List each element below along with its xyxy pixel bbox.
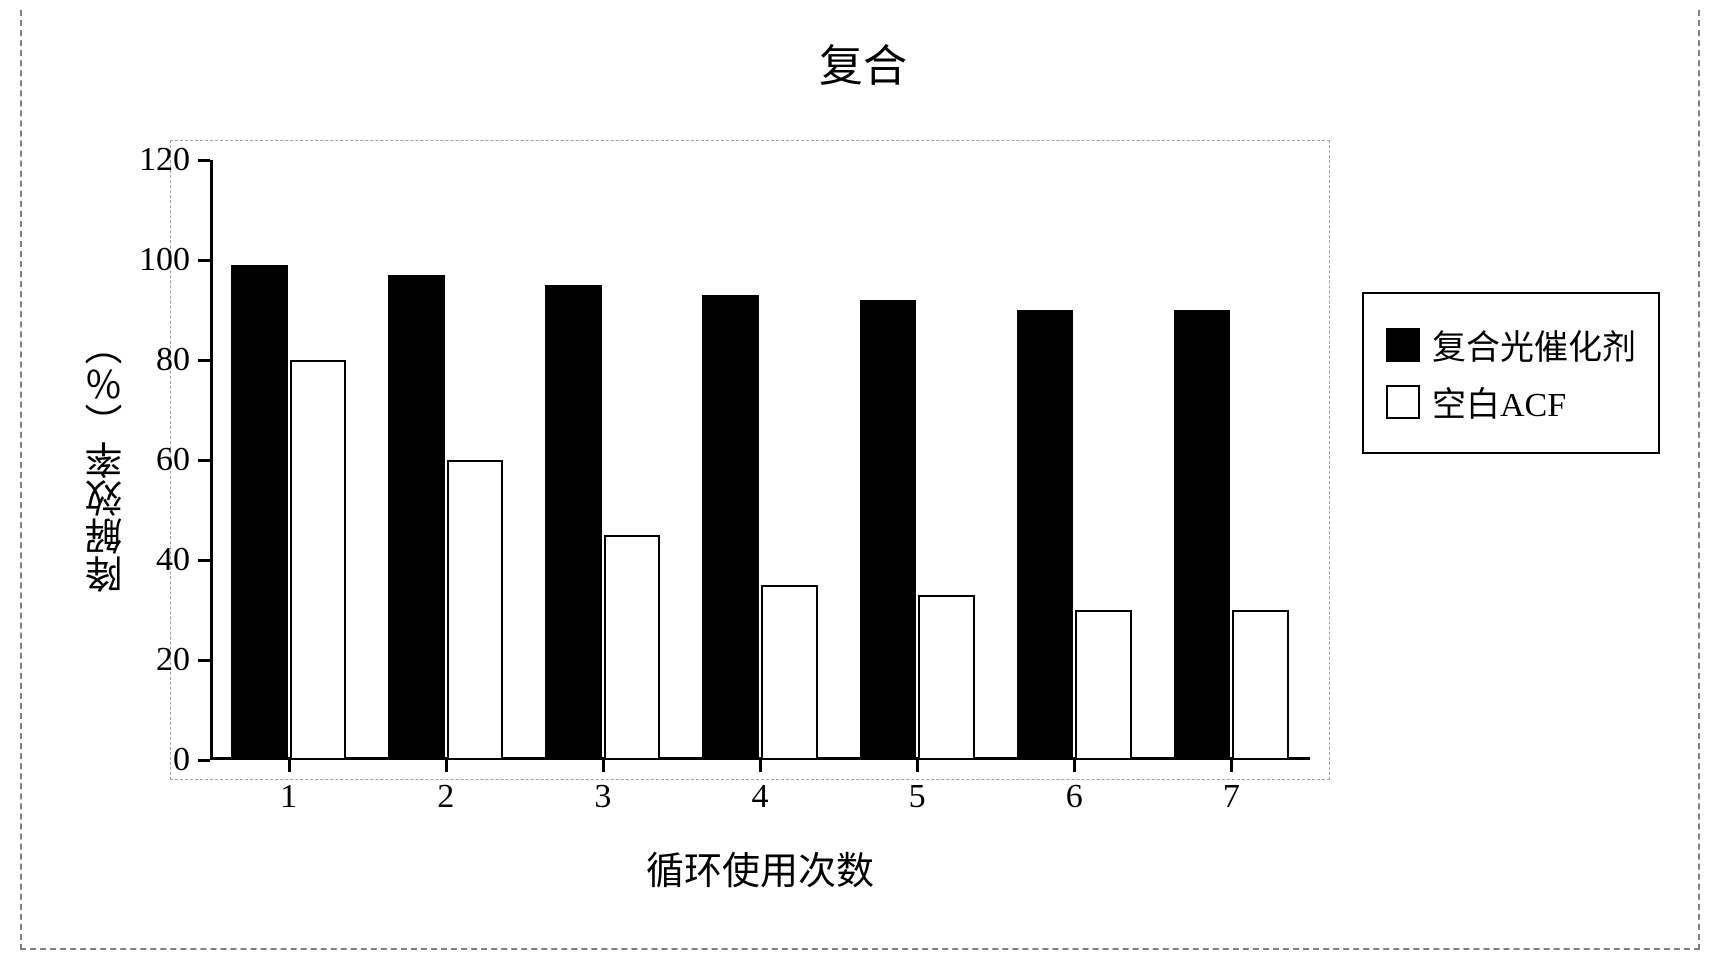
bar — [231, 265, 288, 760]
chart-title: 复合 — [0, 30, 1726, 94]
x-tick — [1230, 760, 1233, 772]
bar — [702, 295, 759, 760]
bar — [388, 275, 445, 760]
x-tick — [759, 760, 762, 772]
legend: 复合光催化剂 空白ACF — [1362, 292, 1660, 454]
bar — [761, 585, 818, 760]
x-axis-label: 循环使用次数 — [646, 840, 874, 895]
legend-label: 复合光催化剂 — [1432, 320, 1636, 369]
x-tick — [602, 760, 605, 772]
legend-swatch-icon — [1386, 385, 1420, 419]
x-tick-label: 3 — [594, 778, 611, 816]
x-tick — [916, 760, 919, 772]
bar — [604, 535, 661, 760]
y-tick — [198, 759, 210, 762]
x-tick-label: 4 — [752, 778, 769, 816]
x-tick — [445, 760, 448, 772]
x-tick-label: 1 — [280, 778, 297, 816]
bar — [860, 300, 917, 760]
bar — [545, 285, 602, 760]
bar — [1075, 610, 1132, 760]
y-tick — [198, 559, 210, 562]
x-tick-label: 6 — [1066, 778, 1083, 816]
y-axis — [210, 160, 213, 760]
plot-area: 0204060801001201234567 — [210, 160, 1310, 760]
bar — [290, 360, 347, 760]
plot-wrap: 0204060801001201234567 降解效率（％） 循环使用次数 复合… — [60, 140, 1660, 920]
y-tick — [198, 659, 210, 662]
x-tick — [288, 760, 291, 772]
y-tick — [198, 259, 210, 262]
x-tick-label: 5 — [909, 778, 926, 816]
x-tick — [1073, 760, 1076, 772]
y-tick — [198, 359, 210, 362]
y-tick — [198, 159, 210, 162]
bar — [1232, 610, 1289, 760]
bar — [918, 595, 975, 760]
legend-item: 空白ACF — [1386, 377, 1636, 426]
legend-item: 复合光催化剂 — [1386, 320, 1636, 369]
legend-label: 空白ACF — [1432, 377, 1566, 426]
y-axis-label: 降解效率（％） — [80, 327, 135, 593]
y-tick-label: 120 — [120, 141, 190, 179]
y-tick-label: 0 — [120, 741, 190, 779]
legend-swatch-icon — [1386, 328, 1420, 362]
y-tick — [198, 459, 210, 462]
bar — [447, 460, 504, 760]
x-tick-label: 2 — [437, 778, 454, 816]
x-tick-label: 7 — [1223, 778, 1240, 816]
y-tick-label: 20 — [120, 641, 190, 679]
bar — [1017, 310, 1074, 760]
y-tick-label: 100 — [120, 241, 190, 279]
bar — [1174, 310, 1231, 760]
page: 复合 0204060801001201234567 降解效率（％） 循环使用次数… — [0, 0, 1726, 961]
